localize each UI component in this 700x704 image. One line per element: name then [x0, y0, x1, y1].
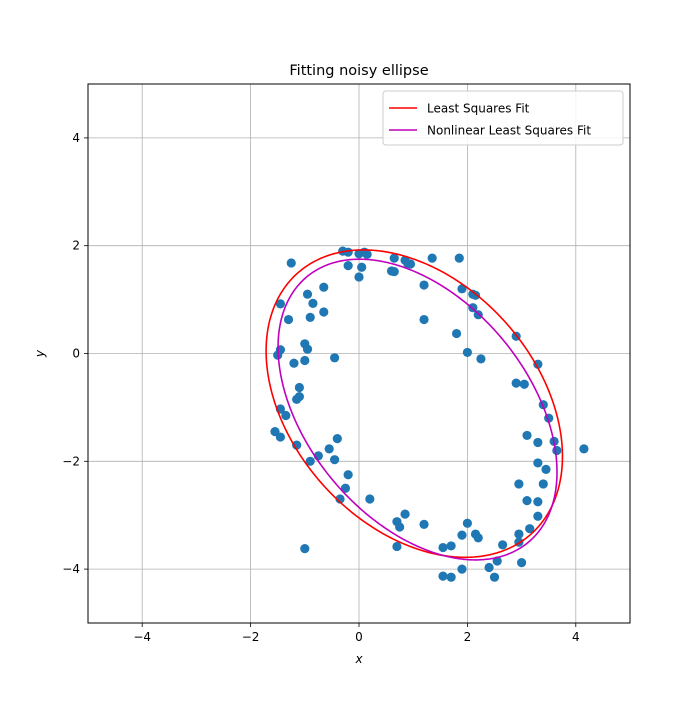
data-point [457, 530, 467, 540]
data-point [319, 282, 329, 292]
data-point [392, 541, 402, 552]
x-tick-label: −4 [133, 630, 151, 644]
data-point [343, 470, 353, 480]
data-point [473, 533, 483, 543]
plot-content [265, 246, 589, 582]
data-point [457, 564, 467, 574]
data-point [476, 354, 486, 364]
legend: Least Squares Fit Nonlinear Least Squares… [382, 90, 624, 146]
data-point [517, 558, 527, 568]
data-point [305, 312, 315, 322]
x-tick-label: −2 [242, 630, 260, 644]
data-point [522, 430, 532, 441]
x-tick-label: 2 [464, 630, 472, 644]
data-point [286, 258, 296, 268]
legend-label: Nonlinear Least Squares Fit [427, 124, 591, 138]
y-axis-label: y [33, 349, 47, 358]
data-point [522, 496, 532, 506]
data-point [365, 494, 375, 504]
data-point [395, 522, 405, 532]
data-point [330, 353, 340, 363]
data-point [300, 355, 310, 366]
data-point [354, 272, 364, 282]
y-tick-label: 2 [72, 239, 80, 253]
data-point [498, 540, 508, 550]
data-point [419, 314, 429, 325]
data-point [340, 483, 351, 493]
legend-box [382, 90, 624, 146]
y-tick-label: −4 [62, 562, 80, 576]
data-point [514, 529, 524, 539]
data-point [300, 544, 310, 554]
data-point [330, 455, 340, 465]
chart-title: Fitting noisy ellipse [289, 63, 428, 79]
plot-area [265, 246, 589, 582]
data-point [525, 524, 535, 534]
data-point [552, 445, 562, 456]
data-point [533, 458, 543, 468]
data-point [446, 541, 456, 551]
y-tick-label: −2 [62, 454, 80, 468]
fit-curve [277, 258, 558, 561]
data-point [362, 249, 372, 259]
data-point [332, 434, 342, 444]
data-point [438, 542, 448, 553]
data-point [275, 345, 286, 355]
data-point [308, 298, 318, 308]
data-point [427, 253, 437, 263]
data-point [289, 358, 299, 368]
data-point [419, 280, 429, 290]
legend-label: Least Squares Fit [427, 102, 530, 116]
data-point [533, 497, 543, 507]
data-point [511, 378, 521, 388]
data-point [292, 440, 302, 450]
data-point [484, 562, 494, 573]
data-point [389, 253, 399, 263]
data-point [302, 289, 313, 299]
data-point [283, 314, 294, 325]
data-point [400, 509, 410, 519]
x-axis-label: x [354, 652, 363, 666]
axis-ticks: −4 −2 0 2 4 −4 −2 0 2 4 [62, 131, 579, 644]
data-point [419, 519, 429, 529]
data-point [446, 572, 456, 582]
data-point [275, 432, 286, 442]
data-point [533, 359, 543, 369]
data-point [519, 379, 529, 389]
x-tick-label: 0 [355, 630, 363, 644]
data-point [319, 307, 329, 317]
data-point [294, 382, 304, 393]
fit-curve [265, 249, 564, 559]
data-point [302, 344, 313, 354]
data-point [357, 262, 367, 272]
data-point [533, 437, 543, 448]
y-tick-label: 0 [72, 347, 80, 361]
data-point [451, 328, 462, 339]
data-point [454, 253, 464, 263]
data-point [462, 518, 472, 528]
data-point [541, 464, 551, 474]
data-point [533, 511, 543, 521]
data-point [324, 444, 334, 454]
data-point [275, 299, 286, 309]
data-point [389, 266, 399, 277]
data-point [489, 572, 500, 582]
data-point [514, 479, 524, 489]
data-point [335, 494, 345, 504]
data-point [305, 456, 315, 466]
data-point [462, 347, 472, 358]
y-tick-label: 4 [72, 131, 80, 145]
data-point [579, 444, 589, 454]
data-point [294, 392, 304, 402]
data-point [457, 284, 467, 294]
data-point [538, 479, 548, 489]
data-point [281, 410, 291, 421]
data-point [438, 571, 448, 581]
data-point [343, 261, 353, 271]
x-tick-label: 4 [572, 630, 580, 644]
data-point [405, 259, 416, 269]
